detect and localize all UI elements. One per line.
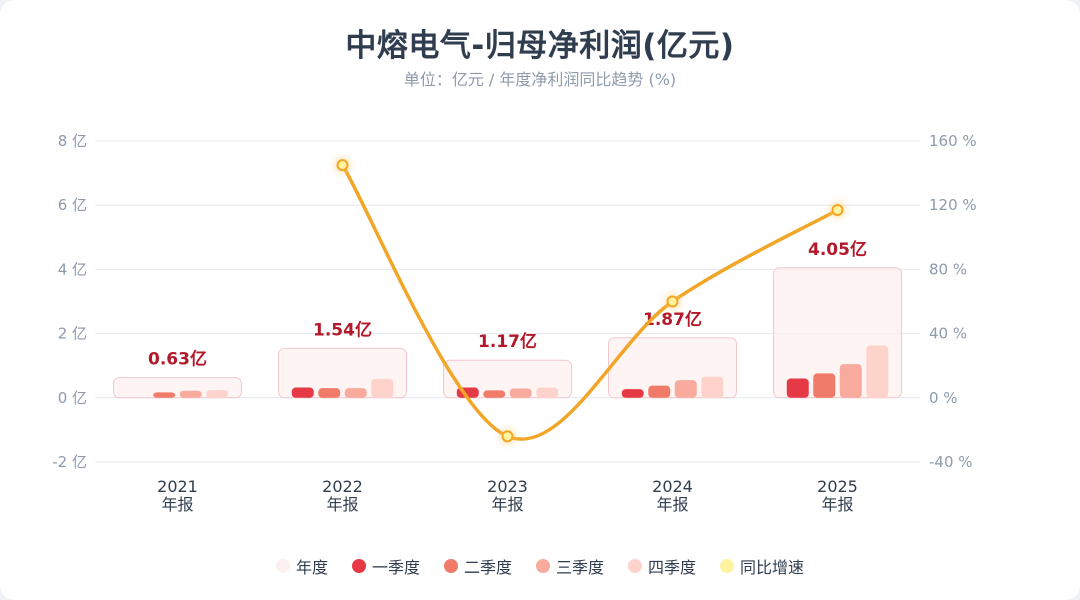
x-axis-category-label: 2021 bbox=[157, 477, 198, 496]
quarter-bar-q3 bbox=[179, 390, 202, 398]
quarter-bar-q1 bbox=[291, 387, 314, 398]
legend-item-q1[interactable]: 一季度 bbox=[351, 554, 420, 578]
quarter-bar-q2 bbox=[483, 390, 506, 398]
x-axis-category-label: 2022 bbox=[322, 477, 363, 496]
x-axis-category-label: 2025 bbox=[817, 477, 858, 496]
legend-item-annual[interactable]: 年度 bbox=[275, 554, 328, 578]
x-axis-category-label: 2023 bbox=[487, 477, 528, 496]
quarter-bar-q4 bbox=[866, 345, 889, 398]
annual-value-label: 0.63亿 bbox=[148, 349, 207, 370]
legend-item-growth[interactable]: 同比增速 bbox=[720, 554, 804, 578]
right-axis-tick-label: 40 % bbox=[929, 325, 967, 343]
legend-swatch-q1 bbox=[351, 559, 366, 573]
left-axis-tick-label: -2 亿 bbox=[52, 453, 87, 471]
quarter-bar-q3 bbox=[344, 388, 367, 398]
chart-subtitle: 单位：亿元 / 年度净利润同比趋势 (%) bbox=[403, 70, 677, 89]
quarter-bar-q3 bbox=[509, 388, 532, 398]
legend-swatch-growth bbox=[720, 559, 735, 573]
quarter-bar-q2 bbox=[153, 392, 176, 398]
left-axis-tick-label: 8 亿 bbox=[58, 132, 87, 150]
quarter-bar-q4 bbox=[371, 378, 394, 398]
left-axis-tick-label: 4 亿 bbox=[58, 260, 87, 278]
growth-point bbox=[666, 295, 679, 308]
x-axis-category-label: 2024 bbox=[652, 477, 693, 496]
legend-label-q1: 一季度 bbox=[371, 558, 420, 577]
right-axis-tick-label: 120 % bbox=[929, 196, 977, 214]
legend-swatch-q3 bbox=[536, 559, 550, 573]
quarter-bar-q2 bbox=[318, 388, 341, 398]
right-axis-tick-label: -40 % bbox=[929, 453, 973, 471]
growth-line bbox=[340, 163, 840, 441]
legend-swatch-q4 bbox=[628, 559, 643, 573]
x-axis-category-sublabel: 年报 bbox=[491, 495, 523, 514]
left-axis-tick-label: 0 亿 bbox=[58, 389, 87, 407]
legend-item-q2[interactable]: 二季度 bbox=[443, 554, 512, 578]
left-axis-tick-label: 2 亿 bbox=[58, 325, 87, 343]
quarter-bar-q3 bbox=[839, 364, 862, 398]
legend-label-annual: 年度 bbox=[295, 558, 328, 577]
chart-legend: 年度 一季度 二季度 三季度 四季度 同比增速 bbox=[0, 554, 1080, 578]
annual-value-label: 1.54亿 bbox=[313, 319, 372, 340]
legend-item-q3[interactable]: 三季度 bbox=[536, 554, 604, 578]
x-axis-category-sublabel: 年报 bbox=[161, 495, 193, 514]
growth-point bbox=[831, 204, 844, 217]
right-axis-tick-label: 80 % bbox=[929, 260, 967, 278]
legend-label-growth: 同比增速 bbox=[740, 558, 805, 577]
quarter-bar-q4 bbox=[536, 387, 559, 398]
quarter-bar-q1 bbox=[786, 378, 809, 398]
legend-item-q4[interactable]: 四季度 bbox=[628, 554, 696, 578]
quarter-bar-q3 bbox=[674, 380, 697, 398]
x-axis-category-sublabel: 年报 bbox=[656, 495, 688, 514]
annual-value-label: 1.17亿 bbox=[478, 331, 537, 352]
growth-point bbox=[336, 159, 349, 172]
growth-point bbox=[501, 430, 514, 443]
quarter-bar-q2 bbox=[813, 373, 836, 398]
quarter-bar-q4 bbox=[206, 390, 229, 398]
x-axis-category-sublabel: 年报 bbox=[326, 495, 358, 514]
right-axis-tick-label: 0 % bbox=[929, 389, 958, 407]
x-axis-category-sublabel: 年报 bbox=[821, 495, 853, 514]
quarter-bar-q1 bbox=[621, 389, 644, 398]
quarter-bar-q2 bbox=[648, 385, 671, 398]
annual-value-label: 4.05亿 bbox=[808, 239, 867, 260]
legend-swatch-q2 bbox=[443, 559, 458, 573]
chart-title: 中熔电气-归母净利润(亿元) bbox=[345, 28, 735, 64]
right-axis-tick-label: 160 % bbox=[929, 132, 977, 150]
quarter-bar-q4 bbox=[701, 376, 724, 398]
left-axis-tick-label: 6 亿 bbox=[58, 196, 87, 214]
legend-label-q4: 四季度 bbox=[648, 558, 697, 577]
legend-label-q3: 三季度 bbox=[556, 558, 605, 577]
legend-swatch-annual bbox=[275, 559, 290, 573]
legend-label-q2: 二季度 bbox=[463, 558, 512, 577]
